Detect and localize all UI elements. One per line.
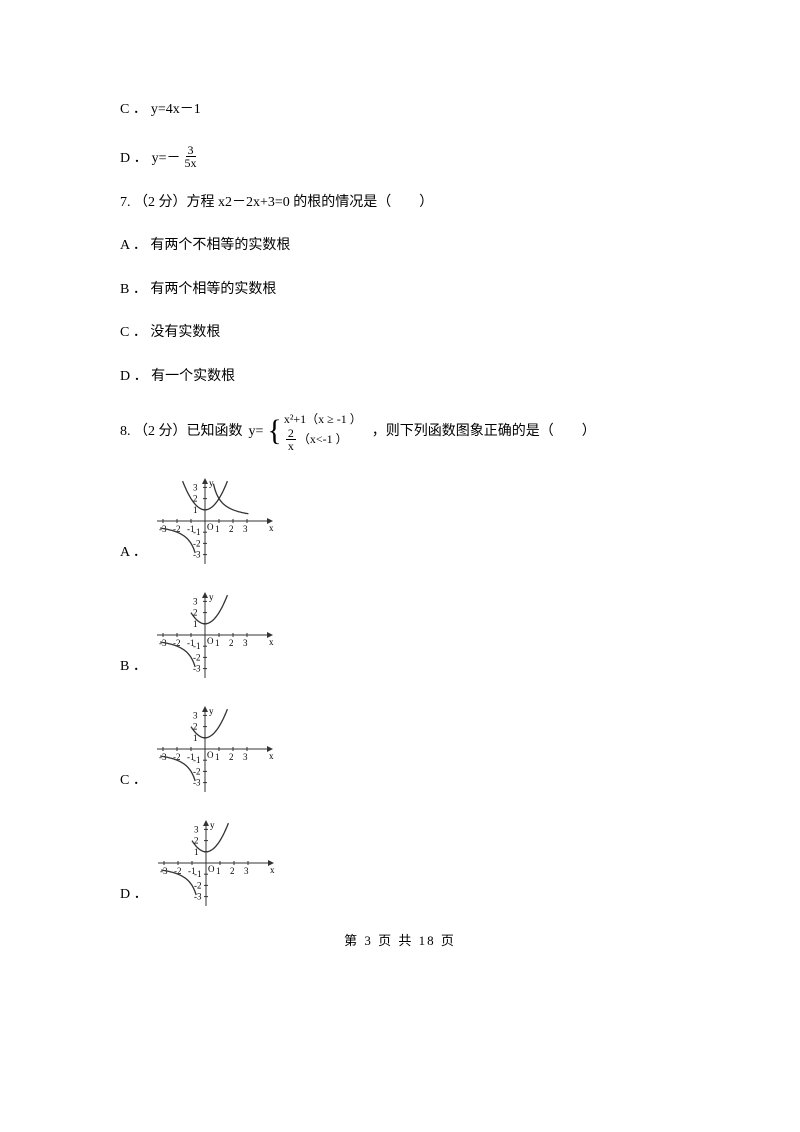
svg-text:3: 3 [243, 638, 248, 648]
svg-text:3: 3 [243, 524, 248, 534]
svg-text:y: y [209, 706, 214, 716]
svg-text:O: O [207, 750, 214, 760]
q7-opt-b: B ． 有两个相等的实数根 [120, 280, 680, 300]
q7-opt-d: D ． 有一个实数根 [120, 367, 680, 387]
q8-opt-d: D ． xyO-3-2-1123123-1-2-3 [120, 818, 680, 908]
q7-d-text: D ． 有一个实数根 [120, 367, 235, 387]
q8-opt-a: A ． xyO-3-2-1123123-1-2-3 [120, 476, 680, 566]
q8-cases: x²+1（x ≥ -1 ） 2 x （x<-1 ） [284, 411, 362, 453]
footer-cur: 3 [364, 933, 373, 948]
svg-text:2: 2 [229, 752, 234, 762]
q8-case2-frac: 2 x [286, 427, 296, 452]
page: C ． y=4x－1 D ． y=－ 3 5x 7. （2 分）方程 x2－2x… [0, 0, 800, 991]
q8-c-label: C ． [120, 771, 147, 795]
svg-text:y: y [209, 592, 214, 602]
svg-text:-2: -2 [193, 767, 201, 777]
graph-b: xyO-3-2-1123123-1-2-3 [155, 590, 275, 680]
svg-text:3: 3 [244, 866, 249, 876]
q8-prefix: 8. （2 分）已知函数 [120, 422, 243, 442]
q8-case2: 2 x （x<-1 ） [284, 427, 362, 452]
footer-pre: 第 [344, 933, 359, 948]
q8-a-label: A ． [120, 543, 147, 567]
q7-opt-c: C ． 没有实数根 [120, 323, 680, 343]
svg-text:1: 1 [215, 524, 220, 534]
q8-opt-b: B ． xyO-3-2-1123123-1-2-3 [120, 590, 680, 680]
q8-piecewise: { x²+1（x ≥ -1 ） 2 x （x<-1 ） [267, 411, 361, 453]
page-footer: 第 3 页 共 18 页 [120, 932, 680, 950]
q8-opt-c: C ． xyO-3-2-1123123-1-2-3 [120, 704, 680, 794]
q7-text: 7. （2 分）方程 x2－2x+3=0 的根的情况是（ ） [120, 193, 433, 213]
q8-d-label: D ． [120, 885, 148, 909]
q7-c-text: C ． 没有实数根 [120, 323, 220, 343]
graph-d: xyO-3-2-1123123-1-2-3 [156, 818, 276, 908]
svg-text:x: x [269, 637, 274, 647]
svg-text:-1: -1 [193, 642, 201, 652]
svg-text:y: y [210, 820, 215, 830]
q7-opt-a: A ． 有两个不相等的实数根 [120, 236, 680, 256]
svg-text:O: O [207, 522, 214, 532]
footer-total: 18 [419, 933, 436, 948]
frac-num: 3 [186, 144, 196, 157]
svg-text:-2: -2 [194, 881, 202, 891]
svg-text:-2: -2 [193, 653, 201, 663]
q8-stem: 8. （2 分）已知函数 y= { x²+1（x ≥ -1 ） 2 x （x<-… [120, 411, 680, 453]
svg-text:2: 2 [230, 866, 235, 876]
svg-text:O: O [207, 636, 214, 646]
svg-text:y: y [209, 478, 214, 488]
q8-yeq: y= [249, 422, 264, 442]
svg-text:2: 2 [229, 638, 234, 648]
graph-a: xyO-3-2-1123123-1-2-3 [155, 476, 275, 566]
svg-text:-2: -2 [193, 539, 201, 549]
svg-text:-1: -1 [193, 756, 201, 766]
option-d: D ． y=－ 3 5x [120, 144, 680, 169]
q8-case2-den: x [286, 440, 296, 452]
footer-post: 页 [441, 933, 456, 948]
svg-text:3: 3 [193, 483, 198, 493]
svg-text:3: 3 [193, 597, 198, 607]
svg-text:2: 2 [229, 524, 234, 534]
q8-case1: x²+1（x ≥ -1 ） [284, 411, 362, 428]
svg-text:x: x [270, 865, 275, 875]
footer-mid: 页 共 [378, 933, 413, 948]
option-d-prefix: D ． [120, 149, 148, 169]
svg-text:x: x [269, 523, 274, 533]
svg-text:-1: -1 [194, 870, 202, 880]
svg-text:x: x [269, 751, 274, 761]
option-d-fraction: 3 5x [183, 144, 199, 169]
q7-b-text: B ． 有两个相等的实数根 [120, 280, 276, 300]
q8-suffix: ，则下列函数图象正确的是（ ） [372, 422, 596, 442]
graph-c: xyO-3-2-1123123-1-2-3 [155, 704, 275, 794]
svg-text:1: 1 [215, 752, 220, 762]
q8-case2-tail: （x<-1 ） [298, 431, 348, 448]
option-c-prefix: C ． [120, 100, 147, 120]
frac-den: 5x [183, 157, 199, 169]
svg-text:1: 1 [216, 866, 221, 876]
svg-text:3: 3 [194, 825, 199, 835]
brace-icon: { [267, 416, 281, 446]
option-d-text: y=－ [152, 149, 181, 169]
svg-text:3: 3 [193, 711, 198, 721]
svg-text:1: 1 [215, 638, 220, 648]
option-c-text: y=4x－1 [151, 100, 201, 120]
q7-a-text: A ． 有两个不相等的实数根 [120, 236, 290, 256]
svg-text:-1: -1 [193, 528, 201, 538]
q7-stem: 7. （2 分）方程 x2－2x+3=0 的根的情况是（ ） [120, 193, 680, 213]
svg-text:3: 3 [243, 752, 248, 762]
option-c: C ． y=4x－1 [120, 100, 680, 120]
q8-b-label: B ． [120, 657, 147, 681]
svg-text:O: O [208, 864, 215, 874]
